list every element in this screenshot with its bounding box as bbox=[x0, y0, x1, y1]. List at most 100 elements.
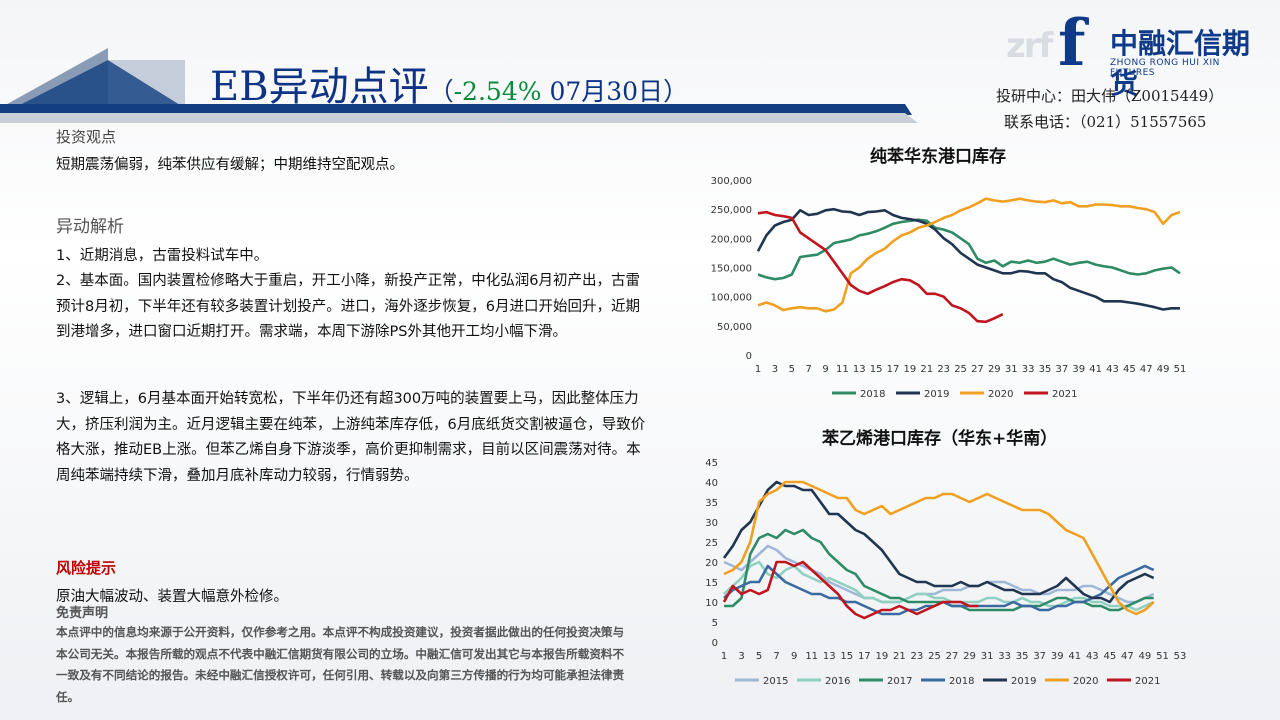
disclaimer-heading: 免责声明 bbox=[56, 606, 109, 621]
chart2-series-2018 bbox=[723, 564, 1155, 616]
chart1-xtick-label: 51 bbox=[1174, 364, 1187, 375]
chart1-ytick-label: 250,000 bbox=[711, 205, 752, 216]
chart2-xtick-label: 39 bbox=[1051, 651, 1064, 662]
chart1-xtick-label: 29 bbox=[988, 364, 1001, 375]
chart1-ytick-label: 300,000 bbox=[711, 176, 752, 187]
analysis-p2: 2、基本面。国内装置检修略大于重启，开工小降，新投产正常，中化弘润6月初产出，古… bbox=[56, 273, 640, 340]
chart2-ytick-label: 5 bbox=[712, 618, 718, 629]
chart1-xtick-label: 5 bbox=[789, 364, 795, 375]
chart1-xtick-label: 33 bbox=[1022, 364, 1035, 375]
chart2-xtick-label: 23 bbox=[911, 651, 924, 662]
chart2-series-2019 bbox=[722, 480, 1155, 604]
chart1-xtick-label: 13 bbox=[853, 364, 866, 375]
chart1-series-2019 bbox=[756, 207, 1180, 311]
chart2-legend-label-2018: 2018 bbox=[949, 676, 974, 687]
chart2-xtick-label: 33 bbox=[998, 651, 1011, 662]
chart2-xtick-label: 1 bbox=[721, 651, 727, 662]
chart2-ytick-label: 0 bbox=[712, 638, 718, 649]
chart2-title: 苯乙烯港口库存（华东+华南） bbox=[822, 429, 1058, 449]
chart1-xtick-label: 49 bbox=[1157, 364, 1170, 375]
chart1-xtick-label: 7 bbox=[805, 364, 811, 375]
chart2-xtick-label: 53 bbox=[1174, 651, 1187, 662]
chart2-ytick-label: 35 bbox=[705, 498, 718, 509]
chart2-xtick-label: 21 bbox=[893, 651, 906, 662]
chart2-legend-label-2019: 2019 bbox=[1011, 676, 1036, 687]
chart2-legend-label-2020: 2020 bbox=[1073, 676, 1098, 687]
chart1-ytick-label: 50,000 bbox=[717, 322, 752, 333]
chart1-series-2020 bbox=[757, 197, 1181, 313]
company-logo: zrf f 中融汇信期货 ZHONG RONG HUI XIN FUTURES bbox=[1006, 6, 1251, 101]
chart1-xtick-label: 47 bbox=[1140, 364, 1153, 375]
chart1-xtick-label: 9 bbox=[822, 364, 828, 375]
risk-text: 原油大幅波动、装置大幅意外检修。 bbox=[56, 589, 288, 605]
analysis-p1: 1、近期消息，古雷投料试车中。 bbox=[56, 248, 269, 264]
chart2-xtick-label: 51 bbox=[1156, 651, 1169, 662]
view-text: 短期震荡偏弱，纯苯供应有缓解；中期维持空配观点。 bbox=[56, 157, 404, 173]
change-percent: -2.54% bbox=[453, 77, 542, 106]
chart2-xtick-label: 35 bbox=[1016, 651, 1029, 662]
chart1-benzene-inventory: 0 50,000 100,000 150,000 200,000 250,000 300,0… bbox=[711, 176, 1187, 400]
chart2-xtick-label: 47 bbox=[1121, 651, 1134, 662]
chart2-xtick-label: 7 bbox=[773, 651, 779, 662]
chart2-xtick-label: 25 bbox=[928, 651, 941, 662]
chart2-legend-label-2015: 2015 bbox=[763, 676, 788, 687]
chart1-xtick-label: 23 bbox=[937, 364, 950, 375]
chart2-ytick-label: 45 bbox=[705, 458, 718, 469]
chart1-xtick-label: 43 bbox=[1106, 364, 1119, 375]
chart2-ytick-label: 20 bbox=[705, 558, 718, 569]
chart2-legend-label-2021: 2021 bbox=[1135, 676, 1160, 687]
chart2-ytick-label: 10 bbox=[705, 598, 718, 609]
chart2-series-2015 bbox=[723, 544, 1155, 604]
chart2-xtick-label: 45 bbox=[1103, 651, 1116, 662]
chart2-xtick-label: 13 bbox=[823, 651, 836, 662]
chart1-xtick-label: 45 bbox=[1123, 364, 1136, 375]
chart1-legend-label-2020: 2020 bbox=[988, 389, 1013, 400]
chart1-ytick-label: 0 bbox=[746, 351, 752, 362]
chart1-legend-label-2019: 2019 bbox=[924, 389, 949, 400]
chart2-xtick-label: 11 bbox=[805, 651, 818, 662]
chart1-title: 纯苯华东港口库存 bbox=[870, 147, 1006, 167]
chart2-ytick-label: 30 bbox=[705, 518, 718, 529]
analysis-p3: 3、逻辑上，6月基本面开始转宽松，下半年仍还有超300万吨的装置要上马，因此整体… bbox=[56, 391, 646, 484]
chart1-xtick-label: 31 bbox=[1005, 364, 1018, 375]
chart1-xtick-label: 35 bbox=[1039, 364, 1052, 375]
chart1-xtick-label: 39 bbox=[1072, 364, 1085, 375]
chart2-xtick-label: 31 bbox=[981, 651, 994, 662]
chart1-ytick-label: 150,000 bbox=[711, 264, 752, 275]
chart1-xtick-label: 27 bbox=[971, 364, 984, 375]
chart2-ytick-label: 40 bbox=[705, 478, 718, 489]
chart2-xtick-label: 29 bbox=[963, 651, 976, 662]
chart2-xtick-label: 3 bbox=[738, 651, 744, 662]
chart2-ytick-label: 15 bbox=[705, 578, 718, 589]
disclaimer-text: 本点评中的信息均来源于公开资料，仅作参考之用。本点评不构成投资建议，投资者据此做… bbox=[56, 625, 625, 704]
chart1-series-2021 bbox=[757, 210, 1004, 324]
chart1-xtick-label: 41 bbox=[1089, 364, 1102, 375]
chart1-series-2018 bbox=[757, 218, 1181, 281]
chart1-xtick-label: 21 bbox=[920, 364, 933, 375]
chart1-legend-label-2018: 2018 bbox=[860, 389, 885, 400]
header: EB异动点评（-2.54% 07月30日） zrf f 中融汇信期货 ZHONG… bbox=[0, 0, 1280, 131]
chart1-xtick-label: 19 bbox=[904, 364, 917, 375]
chart2-legend-label-2016: 2016 bbox=[825, 676, 850, 687]
header-decoration bbox=[0, 48, 918, 123]
chart1-ytick-label: 100,000 bbox=[711, 293, 752, 304]
chart2-legend-label-2017: 2017 bbox=[887, 676, 912, 687]
chart1-xtick-label: 1 bbox=[755, 364, 761, 375]
chart1-xtick-label: 17 bbox=[887, 364, 900, 375]
chart2-series-2021 bbox=[722, 560, 979, 620]
chart1-xtick-label: 3 bbox=[772, 364, 778, 375]
chart2-xtick-label: 43 bbox=[1086, 651, 1099, 662]
chart1-ytick-label: 200,000 bbox=[711, 234, 752, 245]
chart2-xtick-label: 15 bbox=[840, 651, 853, 662]
contact-info: 投研中心：田大伟（Z0015449） 联系电话：（021）51557565 bbox=[996, 87, 1224, 131]
analysis-heading: 异动解析 bbox=[56, 217, 124, 237]
view-heading: 投资观点 bbox=[56, 128, 117, 146]
report-date: 07月30日 bbox=[549, 77, 664, 106]
chart1-xtick-label: 25 bbox=[954, 364, 967, 375]
chart2-series-2016 bbox=[723, 560, 1155, 612]
chart1-legend-label-2021: 2021 bbox=[1052, 389, 1077, 400]
chart2-xtick-label: 5 bbox=[756, 651, 762, 662]
chart1-xtick-label: 15 bbox=[870, 364, 883, 375]
risk-heading: 风险提示 bbox=[56, 559, 117, 577]
page-title: EB异动点评（-2.54% 07月30日） bbox=[210, 64, 689, 110]
